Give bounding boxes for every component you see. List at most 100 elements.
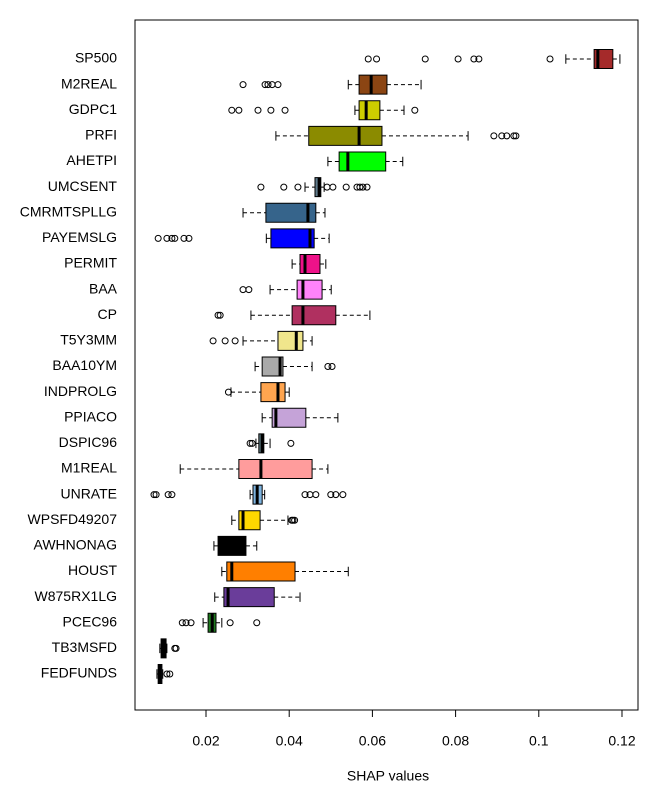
category-label: UNRATE [60, 485, 117, 501]
category-label: PCEC96 [63, 613, 118, 629]
x-tick-label: 0.04 [276, 733, 303, 749]
outlier [323, 183, 331, 191]
outlier [245, 286, 253, 294]
category-label: PRFI [85, 127, 117, 143]
box [260, 382, 286, 403]
outlier [152, 491, 160, 499]
category-label: W875RX1LG [35, 588, 117, 604]
outlier [359, 183, 367, 191]
outlier [221, 337, 229, 345]
category-label: UMCSENT [48, 178, 118, 194]
outlier [328, 363, 336, 370]
category-label: T5Y3MM [60, 332, 117, 348]
category-label: BAA [89, 280, 118, 296]
outlier [187, 619, 195, 627]
outlier [287, 439, 295, 447]
outlier [312, 491, 320, 499]
x-tick-label: 0.06 [359, 733, 386, 749]
box [271, 407, 307, 428]
category-label: AHETPI [66, 152, 117, 168]
outlier [264, 81, 272, 89]
category-label: GDPC1 [69, 101, 117, 117]
category-label: CMRMTSPLLG [20, 203, 117, 219]
outlier [172, 644, 180, 652]
outlier [498, 132, 506, 140]
outlier [257, 183, 265, 191]
outlier [291, 516, 299, 524]
x-tick-label: 0.12 [608, 733, 635, 749]
box [238, 459, 313, 479]
outlier [180, 234, 188, 242]
category-label: BAA10YM [52, 357, 117, 373]
category-label: SP500 [75, 50, 117, 66]
category-label: TB3MSFD [52, 639, 117, 655]
outlier [209, 337, 217, 345]
box [291, 305, 337, 326]
outlier [329, 183, 337, 191]
x-tick-label: 0.02 [192, 733, 219, 749]
outlier [411, 106, 419, 114]
outlier [470, 55, 478, 63]
outlier [228, 106, 236, 114]
box [296, 279, 323, 300]
outlier [248, 439, 256, 447]
category-label: HOUST [68, 562, 117, 578]
box [299, 254, 321, 274]
box [308, 125, 383, 146]
outlier [454, 55, 462, 63]
outlier [294, 183, 302, 191]
box [226, 561, 296, 582]
outlier [339, 491, 347, 499]
category-label: CP [98, 306, 117, 322]
box [270, 228, 315, 249]
plot-frame [134, 19, 639, 711]
outlier [239, 81, 247, 89]
outlier [503, 132, 511, 140]
outlier [475, 55, 483, 63]
category-label: INDPROLG [44, 383, 117, 399]
outlier [166, 670, 174, 678]
outlier [253, 619, 261, 627]
box [223, 587, 275, 608]
outlier [163, 670, 171, 678]
outlier [235, 106, 243, 114]
outlier [254, 106, 262, 114]
outlier [163, 234, 171, 242]
outlier [363, 183, 371, 191]
outlier [164, 491, 172, 499]
outlier [364, 55, 372, 63]
outlier [546, 55, 554, 63]
box [358, 74, 388, 95]
outlier [214, 311, 222, 319]
outlier [356, 183, 364, 191]
outlier [281, 106, 289, 114]
category-label: PAYEMSLG [42, 229, 117, 245]
outlier [154, 234, 162, 242]
box [265, 202, 317, 223]
outlier [274, 81, 282, 89]
outlier [342, 183, 350, 191]
outlier [267, 106, 275, 114]
outlier [490, 132, 498, 140]
category-label: PPIACO [64, 408, 117, 424]
x-tick-label: 0.08 [442, 733, 469, 749]
category-label: AWHNONAG [34, 537, 117, 553]
outlier [168, 234, 176, 242]
box [217, 535, 247, 556]
category-label: M1REAL [61, 460, 117, 476]
box [277, 330, 304, 351]
outlier [421, 55, 429, 63]
category-label: WPSFD49207 [28, 511, 118, 527]
outlier [224, 388, 232, 396]
outlier [185, 234, 193, 242]
category-label: PERMIT [64, 255, 117, 271]
outlier [510, 132, 518, 140]
outlier [301, 491, 309, 499]
box [358, 100, 381, 121]
category-label: DSPIC96 [59, 434, 118, 450]
outlier [231, 337, 239, 345]
outlier [171, 234, 179, 242]
outlier [239, 286, 247, 294]
box [261, 356, 284, 377]
